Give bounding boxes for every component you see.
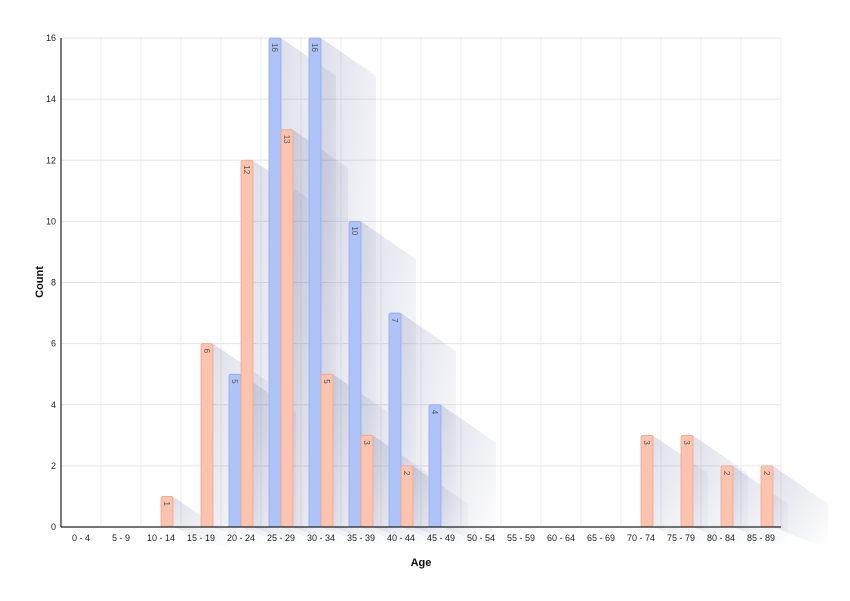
bar[interactable] (268, 37, 282, 528)
bar-value-label: 2 (722, 471, 731, 476)
bar-value-label: 3 (642, 440, 651, 445)
x-tick-label: 15 - 19 (187, 533, 215, 543)
x-tick-label: 35 - 39 (347, 533, 375, 543)
bar-value-label: 6 (202, 349, 211, 354)
bar-value-label: 2 (402, 471, 411, 476)
x-tick-label: 25 - 29 (267, 533, 295, 543)
x-axis-title: Age (411, 557, 432, 569)
y-tick-label: 4 (51, 400, 56, 410)
bar-value-label: 5 (322, 379, 331, 384)
bar-value-label: 16 (310, 43, 319, 52)
x-tick-label: 5 - 9 (112, 533, 130, 543)
bar-value-label: 5 (230, 379, 239, 384)
y-tick-label: 14 (46, 94, 56, 104)
bar[interactable] (388, 312, 402, 528)
y-tick-label: 0 (51, 522, 56, 532)
bar-value-label: 3 (682, 440, 691, 445)
bar-shadow (733, 465, 788, 549)
y-tick-label: 10 (46, 216, 56, 226)
bar[interactable] (428, 404, 442, 528)
x-tick-label: 80 - 84 (707, 533, 735, 543)
bar-value-label: 7 (390, 318, 399, 323)
y-tick-label: 6 (51, 339, 56, 349)
x-tick-label: 85 - 89 (747, 533, 775, 543)
x-tick-label: 20 - 24 (227, 533, 255, 543)
bar-value-label: 12 (242, 165, 251, 174)
x-tick-label: 70 - 74 (627, 533, 655, 543)
x-tick-label: 50 - 54 (467, 533, 495, 543)
bar[interactable] (348, 220, 362, 528)
bar[interactable] (280, 129, 294, 528)
x-tick-label: 0 - 4 (72, 533, 90, 543)
bar[interactable] (680, 434, 694, 528)
bar-shadow (173, 496, 228, 549)
bar[interactable] (640, 434, 654, 528)
bar-value-label: 3 (362, 440, 371, 445)
x-tick-label: 10 - 14 (147, 533, 175, 543)
y-axis-title: Count (34, 266, 46, 298)
bar-shadow (773, 465, 828, 549)
bar-value-label: 4 (430, 410, 439, 415)
y-tick-label: 16 (46, 33, 56, 43)
y-tick-label: 8 (51, 278, 56, 288)
y-tick-label: 12 (46, 155, 56, 165)
y-tick-label: 2 (51, 461, 56, 471)
bar-value-label: 13 (282, 135, 291, 144)
bar[interactable] (240, 159, 254, 528)
bar-value-label: 10 (350, 226, 359, 235)
bar[interactable] (308, 37, 322, 528)
bar[interactable] (360, 434, 374, 528)
x-tick-label: 75 - 79 (667, 533, 695, 543)
bar[interactable] (200, 343, 214, 528)
x-tick-label: 45 - 49 (427, 533, 455, 543)
x-tick-label: 65 - 69 (587, 533, 615, 543)
x-tick-label: 60 - 64 (547, 533, 575, 543)
bar[interactable] (228, 373, 242, 528)
x-tick-label: 30 - 34 (307, 533, 335, 543)
bar-value-label: 2 (762, 471, 771, 476)
bar[interactable] (320, 373, 334, 528)
bar-value-label: 16 (270, 43, 279, 52)
bar-value-label: 1 (162, 501, 171, 506)
x-tick-label: 55 - 59 (507, 533, 535, 543)
x-tick-label: 40 - 44 (387, 533, 415, 543)
